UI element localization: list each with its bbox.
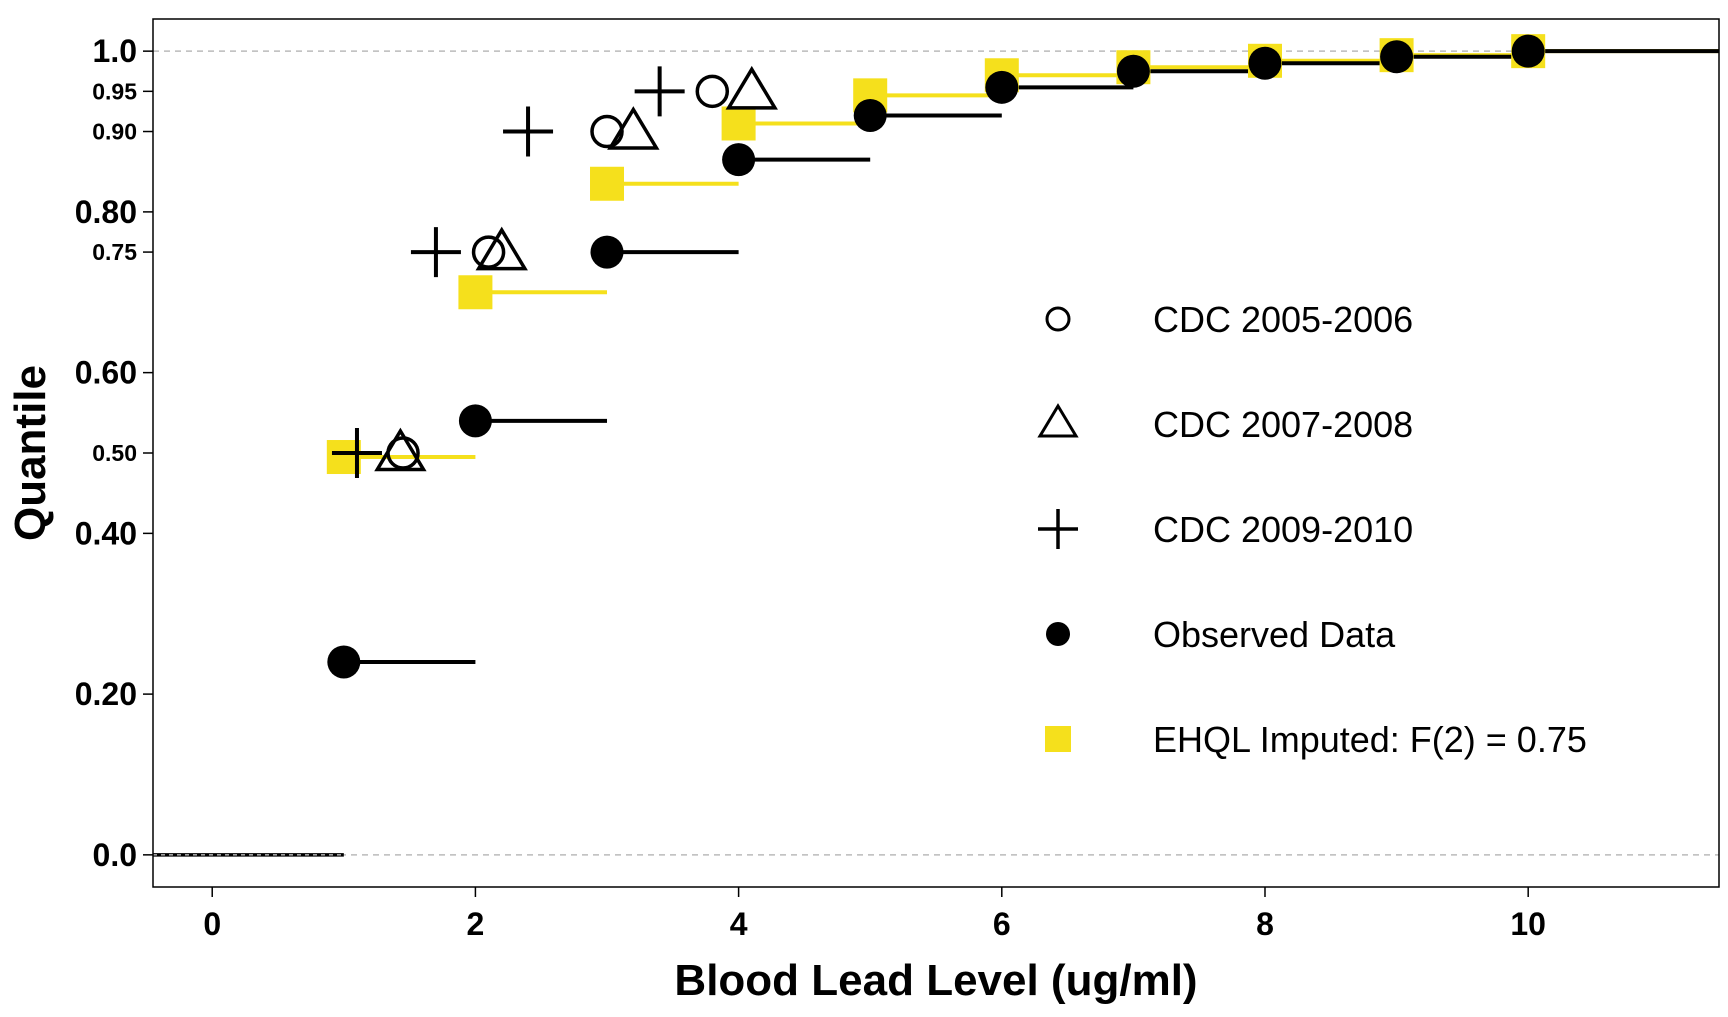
cdc-2009-2010-point [634, 66, 685, 117]
cdc-2009-2010-point [410, 227, 461, 278]
legend-symbol [1038, 509, 1078, 549]
y-tick-label: 1.0 [93, 33, 137, 69]
cdc-2007-2008-point [725, 65, 778, 110]
y-tick-label: 0.40 [75, 515, 137, 551]
y-tick-label: 0.0 [93, 837, 137, 873]
legend-item-cdc-2007-2008: CDC 2007-2008 [1037, 403, 1413, 445]
observed-data-point [1116, 54, 1150, 88]
x-tick-label: 8 [1256, 906, 1274, 942]
cdc-2005-2006-point [590, 114, 624, 149]
observed-data-point [590, 235, 624, 269]
legend-symbol [1045, 726, 1071, 752]
cdc-2009-2010-point [503, 106, 554, 157]
x-axis-title: Blood Lead Level (ug/ml) [674, 956, 1197, 1005]
x-axis: 0 2 4 6 8 10 [203, 887, 1546, 942]
x-tick-label: 10 [1510, 906, 1546, 942]
y-tick-label: 0.60 [75, 355, 137, 391]
y-tick-label: 0.90 [92, 119, 137, 145]
data-markers [326, 34, 1546, 679]
x-tick-label: 0 [203, 906, 221, 942]
legend-item-cdc-2005-2006: CDC 2005-2006 [1045, 299, 1413, 340]
observed-data-point [722, 143, 756, 177]
x-tick-label: 6 [993, 906, 1011, 942]
observed-data-point [1511, 34, 1545, 68]
y-tick-label: 0.20 [75, 676, 137, 712]
cdc-2007-2008-point [607, 106, 660, 150]
legend-item-observed-data: Observed Data [1046, 614, 1396, 655]
reference-lines [153, 50, 1719, 856]
legend-item-ehql-imputed-f-2-0-75: EHQL Imputed: F(2) = 0.75 [1045, 719, 1587, 760]
y-tick-label: 0.80 [75, 194, 137, 230]
legend-label: Observed Data [1153, 614, 1396, 655]
y-axis: 0.0 0.20 0.40 0.50 0.60 0.75 0.80 0.90 0.95 1.0 [75, 33, 153, 873]
cdc-2007-2008-point [374, 427, 427, 472]
observed-data-point [853, 98, 887, 132]
observed-data-point [1380, 40, 1414, 74]
legend-label: CDC 2005-2006 [1153, 299, 1413, 340]
legend-label: CDC 2007-2008 [1153, 404, 1413, 445]
observed-data-point [458, 404, 492, 438]
ehql-imputed-f-2-0-75-point [590, 166, 625, 201]
legend-symbol [1045, 306, 1071, 332]
ehql-imputed-f-2-0-75-point [458, 275, 493, 310]
observed-data-point [327, 645, 361, 679]
x-tick-label: 2 [467, 906, 485, 942]
y-axis-title: Quantile [6, 365, 55, 541]
legend-item-cdc-2009-2010: CDC 2009-2010 [1038, 509, 1413, 550]
cdc-2005-2006-point [695, 74, 730, 109]
observed-data-point [985, 70, 1019, 104]
legend-symbol [1037, 403, 1079, 438]
legend-symbol [1046, 622, 1070, 646]
observed-data-point [1248, 46, 1282, 80]
cdc-2009-2010-point [331, 428, 382, 478]
cdc-2007-2008-point [475, 226, 528, 271]
legend-label: EHQL Imputed: F(2) = 0.75 [1153, 719, 1587, 760]
y-tick-label: 0.95 [92, 78, 137, 104]
ehql-imputed-f-2-0-75-point [721, 106, 756, 141]
y-tick-label: 0.50 [92, 440, 137, 466]
legend: CDC 2005-2006 CDC 2007-2008 CDC 2009-2010 O… [1037, 299, 1587, 760]
y-tick-label: 0.75 [92, 239, 137, 265]
legend-label: CDC 2009-2010 [1153, 509, 1413, 550]
step-lines [153, 49, 1719, 857]
x-tick-label: 4 [730, 906, 748, 942]
